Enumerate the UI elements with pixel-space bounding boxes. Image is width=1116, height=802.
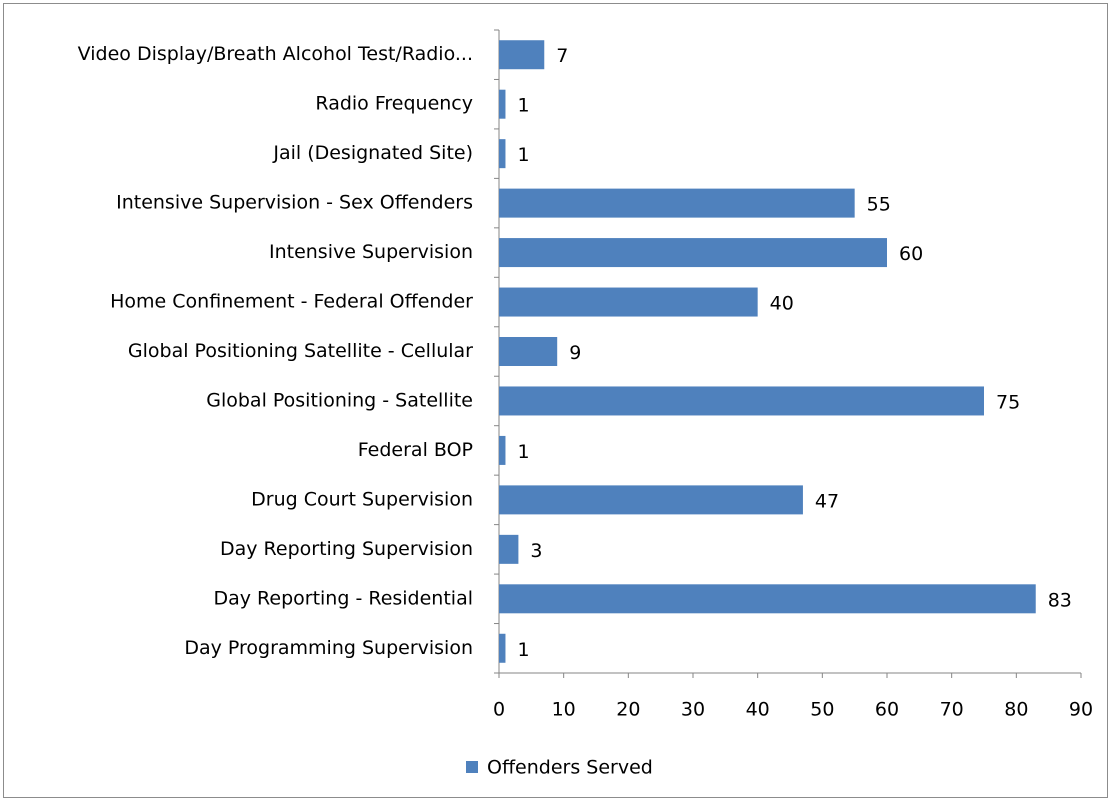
data-label: 3 bbox=[530, 540, 542, 562]
data-label: 7 bbox=[556, 45, 568, 67]
bar bbox=[499, 287, 758, 317]
y-tick-label: Home Confinement - Federal Offender bbox=[110, 291, 473, 313]
y-tick-label: Intensive Supervision bbox=[269, 241, 473, 263]
y-tick-label: Jail (Designated Site) bbox=[272, 142, 473, 164]
data-label: 9 bbox=[569, 342, 581, 364]
bar bbox=[499, 40, 545, 70]
x-tick-label: 70 bbox=[940, 699, 964, 721]
data-label: 60 bbox=[899, 243, 923, 265]
bar bbox=[499, 89, 506, 119]
x-tick-label: 40 bbox=[746, 699, 770, 721]
data-label: 1 bbox=[517, 95, 529, 117]
data-label: 83 bbox=[1048, 589, 1072, 611]
x-tick-label: 10 bbox=[552, 699, 576, 721]
bar bbox=[499, 485, 803, 515]
data-label: 1 bbox=[517, 144, 529, 166]
bar bbox=[499, 435, 506, 465]
x-tick-label: 20 bbox=[616, 699, 640, 721]
legend-swatch bbox=[466, 761, 478, 773]
data-label: 40 bbox=[770, 293, 794, 315]
x-tick-label: 80 bbox=[1004, 699, 1028, 721]
y-tick-label: Federal BOP bbox=[358, 439, 473, 461]
y-tick-label: Radio Frequency bbox=[315, 93, 473, 115]
data-label: 1 bbox=[517, 441, 529, 463]
legend-label: Offenders Served bbox=[487, 757, 653, 779]
y-tick-label: Drug Court Supervision bbox=[251, 488, 473, 510]
y-tick-label: Global Positioning Satellite - Cellular bbox=[128, 340, 473, 362]
bar bbox=[499, 139, 506, 169]
x-tick-label: 30 bbox=[681, 699, 705, 721]
y-tick-label: Day Reporting Supervision bbox=[220, 538, 473, 560]
y-tick-label: Video Display/Breath Alcohol Test/Radio.… bbox=[78, 43, 473, 65]
bar bbox=[499, 238, 887, 268]
x-tick-label: 60 bbox=[875, 699, 899, 721]
data-label: 75 bbox=[996, 391, 1020, 413]
bar bbox=[499, 584, 1036, 614]
bar bbox=[499, 337, 558, 366]
bar bbox=[499, 633, 506, 663]
x-tick-label: 50 bbox=[810, 699, 834, 721]
bar bbox=[499, 534, 519, 564]
y-tick-label: Day Programming Supervision bbox=[184, 637, 473, 659]
x-tick-label: 0 bbox=[493, 699, 505, 721]
x-tick-label: 90 bbox=[1069, 699, 1093, 721]
y-tick-label: Global Positioning - Satellite bbox=[206, 389, 473, 411]
y-tick-label: Intensive Supervision - Sex Offenders bbox=[116, 192, 473, 214]
y-tick-label: Day Reporting - Residential bbox=[213, 587, 473, 609]
data-label: 1 bbox=[517, 639, 529, 661]
bar bbox=[499, 386, 984, 416]
data-label: 55 bbox=[867, 194, 891, 216]
bar bbox=[499, 188, 855, 218]
data-label: 47 bbox=[815, 490, 839, 512]
